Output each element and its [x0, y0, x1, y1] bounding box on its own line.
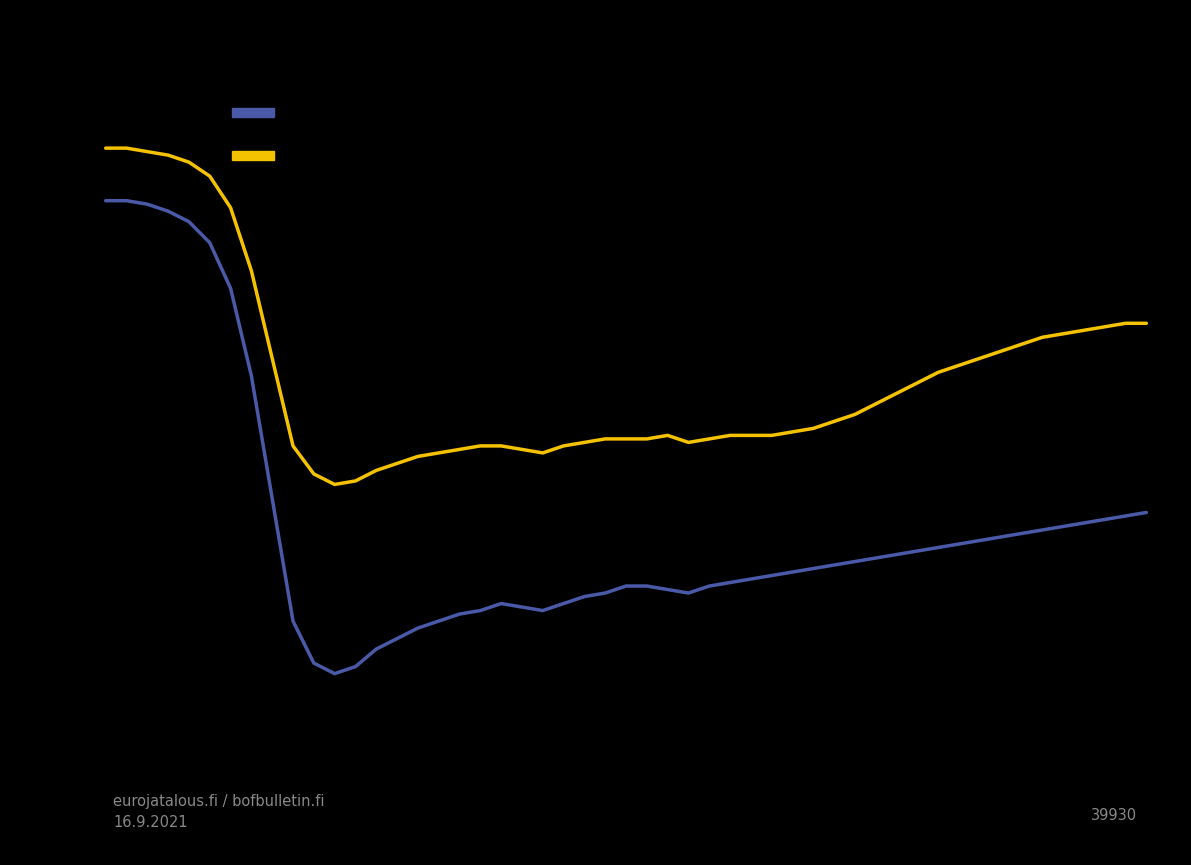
Text: 16.9.2021: 16.9.2021 — [113, 816, 188, 830]
Text: eurojatalous.fi / bofbulletin.fi: eurojatalous.fi / bofbulletin.fi — [113, 794, 325, 809]
Text: 39930: 39930 — [1091, 809, 1137, 823]
